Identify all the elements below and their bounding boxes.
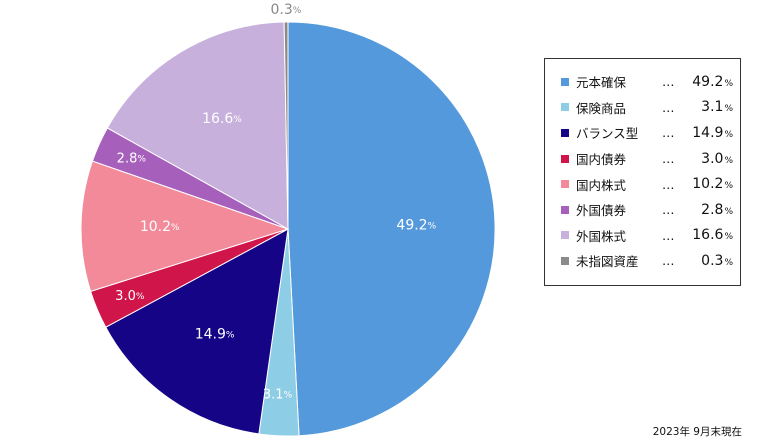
pie-slice-value-label: 49.2% <box>396 218 436 234</box>
pie-slice-value-label: 16.6% <box>202 111 242 127</box>
pie-slice-8 <box>283 21 289 230</box>
legend-swatch <box>561 128 569 137</box>
legend-item: 外国株式 … 16.6% <box>561 223 740 249</box>
legend-swatch <box>561 231 569 240</box>
legend-item: バランス型 … 14.9% <box>561 120 740 146</box>
legend-value: 2.8% <box>701 201 733 218</box>
pie-slice-1 <box>287 21 496 437</box>
legend-separator: … <box>662 227 676 243</box>
legend-value: 0.3% <box>701 252 733 269</box>
pie-slice-3 <box>105 228 289 435</box>
legend-item: 保険商品 … 3.1% <box>561 95 740 121</box>
pie-slice-value-label: 0.3% <box>270 2 301 18</box>
pie-slice-labels: 49.2% 3.1% 14.9% 3.0% 10.2% 2.8% 16.6% 0.3% <box>115 2 436 402</box>
legend-label: 保険商品 <box>576 100 627 116</box>
legend-swatch <box>561 180 569 189</box>
pie-slice-value-label: 14.9% <box>195 326 235 342</box>
as-of-date: 2023年 9月末現在 <box>652 426 742 438</box>
pie-slice-5 <box>80 160 290 292</box>
legend-swatch <box>561 77 569 86</box>
legend-item: 元本確保 … 49.2% <box>561 69 740 95</box>
legend-separator: … <box>662 151 676 167</box>
pie-slice-value-label: 10.2% <box>140 219 180 235</box>
legend: 元本確保… 49.2% 保険商品… 3.1% バランス型… 14.9% 国内債券… 3.0% 国… <box>544 58 741 286</box>
legend-value: 10.2% <box>692 176 733 193</box>
legend-label: 未指図資産 <box>576 254 639 270</box>
legend-value: 14.9% <box>692 124 733 141</box>
legend-separator: … <box>662 99 676 115</box>
legend-swatch <box>561 205 569 214</box>
pie-slice-7 <box>106 21 289 230</box>
legend-swatch <box>561 154 569 163</box>
legend-value: 49.2% <box>692 73 733 90</box>
legend-label: 外国株式 <box>576 228 627 244</box>
legend-item: 外国債券 … 2.8% <box>561 197 740 223</box>
legend-label: 外国債券 <box>576 203 627 219</box>
pie-slice-value-label: 3.1% <box>263 387 293 402</box>
legend-label: 国内株式 <box>576 177 627 193</box>
legend-label: 国内債券 <box>576 152 627 168</box>
legend-separator: … <box>662 176 676 192</box>
legend-separator: … <box>662 74 676 90</box>
legend-separator: … <box>662 202 676 218</box>
legend-item: 未指図資産 … 0.3% <box>561 248 740 274</box>
legend-separator: … <box>662 125 676 141</box>
legend-value: 3.0% <box>701 150 733 167</box>
pie-slices <box>80 21 496 437</box>
pie-slice-value-label: 2.8% <box>117 151 147 166</box>
legend-item: 国内債券 … 3.0% <box>561 146 740 172</box>
legend-label: バランス型 <box>576 126 639 142</box>
legend-swatch <box>561 103 569 112</box>
legend-label: 元本確保 <box>576 75 627 91</box>
legend-swatch <box>561 256 569 265</box>
legend-item: 国内株式 … 10.2% <box>561 171 740 197</box>
legend-separator: … <box>662 253 676 269</box>
legend-value: 3.1% <box>701 99 733 116</box>
pie-slice-value-label: 3.0% <box>115 288 145 303</box>
legend-value: 16.6% <box>692 227 733 244</box>
